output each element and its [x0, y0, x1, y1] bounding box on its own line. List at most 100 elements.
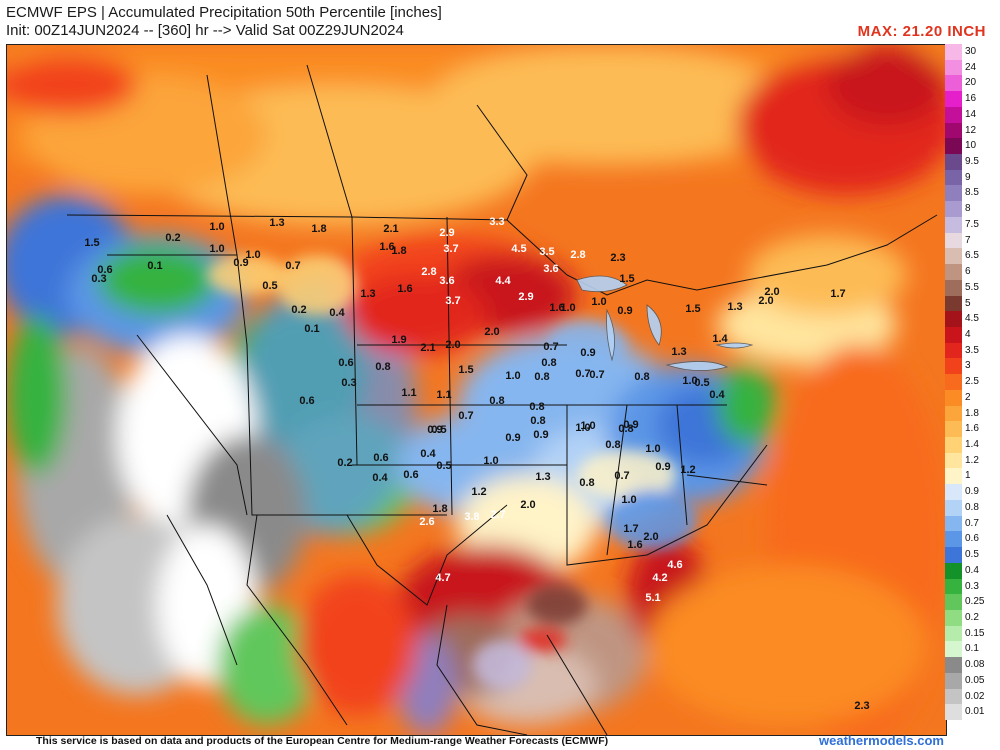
map-value-label: 1.0	[645, 443, 661, 455]
legend-entry: 3.5	[945, 342, 1000, 359]
map-value-label: 3.7	[445, 295, 461, 307]
legend-swatch	[945, 342, 962, 359]
legend-entry: 6	[945, 264, 1000, 280]
legend-swatch	[945, 657, 962, 673]
legend-label: 4	[965, 328, 971, 340]
legend-entry: 0.4	[945, 562, 1000, 579]
map-value-label: 0.1	[147, 260, 163, 272]
map-value-label: 0.6	[97, 264, 113, 276]
map-value-label: 0.9	[233, 257, 249, 269]
legend-entry: 9	[945, 169, 1000, 186]
legend-entry: 0.08	[945, 657, 1000, 673]
legend-label: 1.4	[965, 439, 979, 451]
map-value-label: 0.6	[403, 469, 419, 481]
map-value-label: 1.0	[245, 249, 261, 261]
map-value-label: 1.0	[209, 243, 225, 255]
map-boundaries	[66, 64, 938, 735]
legend-label: 3.5	[965, 344, 979, 356]
max-value-label: MAX: 21.20 INCH	[857, 23, 986, 40]
map-value-label: 2.6	[419, 516, 435, 528]
color-legend: 30 24 20 16 14 12 10 9.5 9 8.5 8 7.5 7 6.5 6 5.5 5 4.5 4 3.…	[945, 44, 1000, 720]
map-value-label: 1.5	[84, 237, 100, 249]
map-value-label: 1.3	[269, 217, 285, 229]
map-value-label: 0.2	[337, 457, 353, 469]
map-value-label: 1.7	[623, 523, 639, 535]
legend-label: 0.4	[965, 564, 979, 576]
legend-label: 2	[965, 391, 971, 403]
legend-entry: 1.4	[945, 437, 1000, 453]
map-value-label: 1.6	[627, 539, 643, 551]
map-title: ECMWF EPS | Accumulated Precipitation 50…	[6, 4, 442, 21]
legend-label: 0.2	[965, 611, 979, 623]
map-value-label: 0.7	[458, 410, 474, 422]
legend-entry: 5	[945, 295, 1000, 312]
legend-entry: 10	[945, 138, 1000, 155]
precip-detail	[207, 255, 697, 690]
legend-label: 0.25	[965, 596, 985, 608]
legend-swatch	[945, 44, 962, 60]
map-value-label: 0.9	[505, 432, 521, 444]
map-value-label: 1.0	[682, 375, 698, 387]
map-value-label: 0.5	[436, 460, 452, 472]
map-value-label: 1.3	[535, 471, 551, 483]
map-value-label: 1.1	[436, 389, 452, 401]
legend-entry: 3	[945, 358, 1000, 375]
legend-entry: 0.2	[945, 609, 1000, 626]
legend-label: 20	[965, 77, 977, 89]
legend-swatch	[945, 374, 962, 390]
legend-swatch	[945, 468, 962, 485]
map-value-label: 0.8	[618, 423, 634, 435]
legend-swatch	[945, 578, 962, 595]
map-value-label: 2.0	[758, 295, 774, 307]
legend-label: 0.9	[965, 486, 979, 498]
legend-label: 8.5	[965, 187, 979, 199]
legend-entry: 0.01	[945, 704, 1000, 720]
legend-entry: 1.6	[945, 421, 1000, 438]
legend-swatch	[945, 185, 962, 202]
legend-label: 1.6	[965, 423, 979, 435]
legend-swatch	[945, 452, 962, 469]
map-value-label: 0.8	[375, 361, 391, 373]
legend-label: 24	[965, 61, 977, 73]
map-value-label: 0.8	[634, 371, 650, 383]
legend-swatch	[945, 641, 962, 658]
legend-entry: 0.1	[945, 641, 1000, 658]
map-value-label: 1.6	[397, 283, 413, 295]
map-value-label: 1.0	[560, 302, 576, 314]
map-value-label: 1.0	[209, 221, 225, 233]
legend-entry: 24	[945, 59, 1000, 76]
legend-swatch	[945, 437, 962, 453]
legend-label: 14	[965, 108, 977, 120]
map-value-label: 0.8	[605, 439, 621, 451]
map-value-label: 1.3	[671, 346, 687, 358]
legend-label: 8	[965, 203, 971, 215]
precipitation-map: 1.5 0.2 1.0 1.3 1.8 2.1 2.9 3.3 4.5 3.5 2.8 2.3 1.6 1…	[6, 44, 947, 736]
attribution-text: This service is based on data and produc…	[36, 735, 609, 747]
map-value-label: 0.1	[304, 323, 320, 335]
legend-label: 1.8	[965, 407, 979, 419]
map-value-label: 3.3	[489, 216, 505, 228]
map-value-label: 2.3	[854, 700, 870, 712]
map-value-label: 1.9	[391, 334, 407, 346]
map-value-label: 0.6	[338, 357, 354, 369]
legend-swatch	[945, 169, 962, 186]
legend-label: 16	[965, 93, 977, 105]
map-value-label: 3.7	[443, 243, 459, 255]
map-value-label: 0.8	[579, 477, 595, 489]
legend-label: 10	[965, 140, 977, 152]
legend-swatch	[945, 484, 962, 500]
brand-link[interactable]: weathermodels.com	[819, 733, 944, 748]
legend-label: 7	[965, 234, 971, 246]
great-lakes	[576, 275, 754, 371]
legend-label: 0.8	[965, 501, 979, 513]
map-value-label: 1.0	[591, 296, 607, 308]
map-value-label: 0.2	[291, 304, 307, 316]
legend-swatch	[945, 326, 962, 343]
map-value-label: 1.6	[549, 302, 565, 314]
map-value-label: 1.0	[505, 370, 521, 382]
legend-swatch	[945, 232, 962, 249]
map-value-label: 4.4	[495, 275, 511, 287]
legend-swatch	[945, 295, 962, 312]
legend-label: 0.01	[965, 706, 985, 718]
legend-swatch	[945, 201, 962, 217]
